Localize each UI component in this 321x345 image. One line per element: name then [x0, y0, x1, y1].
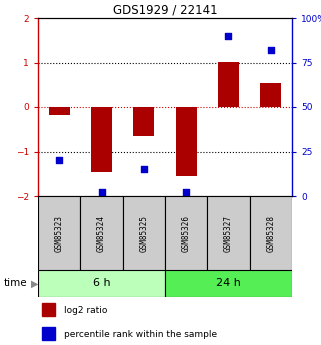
Text: GSM85327: GSM85327: [224, 215, 233, 252]
Text: ▶: ▶: [30, 278, 38, 288]
Point: [184, 190, 189, 195]
Text: log2 ratio: log2 ratio: [64, 306, 108, 315]
Bar: [218, 62, 239, 107]
Text: GSM85324: GSM85324: [97, 215, 106, 252]
Bar: [42, 303, 55, 316]
Point: [99, 190, 104, 195]
Point: [226, 33, 231, 39]
Text: percentile rank within the sample: percentile rank within the sample: [64, 330, 217, 339]
Text: 6 h: 6 h: [93, 278, 110, 288]
Title: GDS1929 / 22141: GDS1929 / 22141: [113, 4, 217, 17]
Bar: [260, 82, 282, 107]
Text: GSM85326: GSM85326: [182, 215, 191, 252]
Text: GSM85323: GSM85323: [55, 215, 64, 252]
Bar: [38, 270, 165, 297]
Bar: [38, 196, 80, 270]
Text: GSM85328: GSM85328: [266, 215, 275, 252]
Bar: [91, 107, 112, 171]
Bar: [207, 196, 250, 270]
Point: [56, 158, 62, 163]
Bar: [123, 196, 165, 270]
Bar: [250, 196, 292, 270]
Bar: [42, 327, 55, 340]
Text: 24 h: 24 h: [216, 278, 241, 288]
Bar: [176, 107, 197, 176]
Bar: [165, 196, 207, 270]
Bar: [48, 107, 70, 115]
Text: time: time: [3, 278, 27, 288]
Text: GSM85325: GSM85325: [139, 215, 148, 252]
Point: [141, 167, 146, 172]
Point: [268, 47, 273, 53]
Bar: [80, 196, 123, 270]
Bar: [133, 107, 154, 136]
Bar: [165, 270, 292, 297]
